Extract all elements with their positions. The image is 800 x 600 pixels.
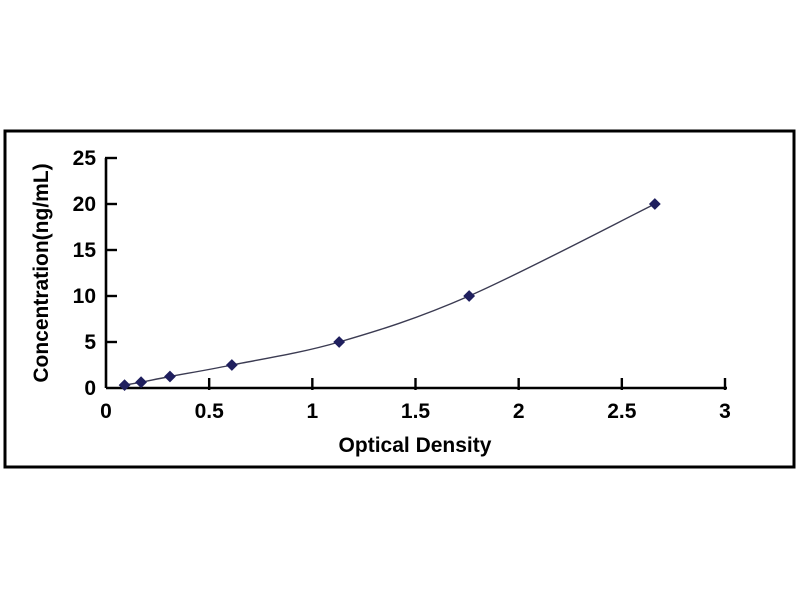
data-point-marker	[333, 336, 346, 348]
data-point-marker	[463, 290, 476, 302]
y-axis-title: Concentration(ng/mL)	[30, 163, 53, 382]
axes-layer	[104, 156, 727, 390]
x-tick-label: 1.5	[401, 400, 431, 423]
data-point-marker	[118, 379, 131, 392]
y-tick-label: 20	[73, 193, 96, 216]
data-series-layer	[118, 198, 661, 392]
x-tick-label: 2	[513, 400, 525, 423]
y-tick-label: 10	[73, 285, 96, 308]
y-tick-label: 15	[73, 239, 97, 262]
x-tick-label: 3	[719, 400, 731, 423]
x-tick-label: 2.5	[607, 400, 637, 423]
y-tick-label: 5	[84, 331, 96, 354]
data-point-marker	[164, 370, 176, 383]
x-tick-label: 0	[100, 400, 112, 423]
y-tick-label: 0	[84, 377, 96, 400]
data-point-marker	[225, 359, 238, 371]
x-tick-label: 1	[306, 400, 318, 423]
tick-label-layer: 0 0.5 1 1.5 2 2.5 3 0 5 10 15 20 25	[73, 147, 731, 423]
y-tick-label: 25	[73, 147, 97, 170]
data-point-marker	[135, 376, 147, 389]
chart-frame	[3, 129, 796, 469]
x-axis-title: Optical Density	[339, 434, 492, 457]
data-point-marker	[648, 198, 661, 210]
x-tick-label: 0.5	[195, 400, 225, 423]
